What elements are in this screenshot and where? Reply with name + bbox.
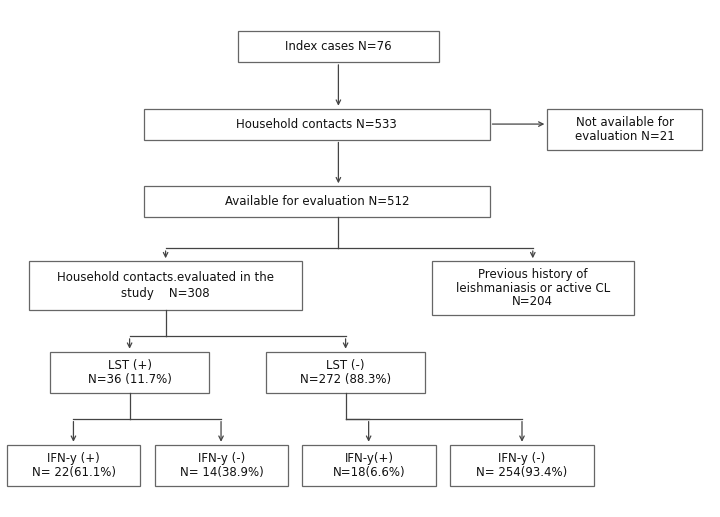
Text: IFN-y (+): IFN-y (+): [48, 452, 100, 465]
Text: Index cases N=76: Index cases N=76: [285, 40, 392, 53]
Text: Not available for: Not available for: [575, 116, 674, 129]
Text: Previous history of: Previous history of: [478, 268, 588, 281]
Text: N= 14(38.9%): N= 14(38.9%): [179, 466, 264, 479]
Text: N=36 (11.7%): N=36 (11.7%): [88, 373, 171, 386]
Text: N=18(6.6%): N=18(6.6%): [333, 466, 405, 479]
Text: LST (+): LST (+): [107, 359, 152, 372]
FancyBboxPatch shape: [302, 445, 436, 486]
FancyBboxPatch shape: [432, 261, 634, 315]
Text: Household contacts N=533: Household contacts N=533: [236, 117, 397, 131]
Text: LST (-): LST (-): [326, 359, 365, 372]
Text: leishmaniasis or active CL: leishmaniasis or active CL: [456, 282, 610, 295]
FancyBboxPatch shape: [547, 109, 702, 150]
Text: Household contacts.evaluated in the: Household contacts.evaluated in the: [57, 271, 274, 284]
FancyBboxPatch shape: [155, 445, 288, 486]
FancyBboxPatch shape: [7, 445, 140, 486]
Text: evaluation N=21: evaluation N=21: [575, 130, 675, 143]
Text: IFN-y (-): IFN-y (-): [198, 452, 245, 465]
Text: N=272 (88.3%): N=272 (88.3%): [300, 373, 391, 386]
Text: study    N=308: study N=308: [121, 287, 210, 300]
Text: IFN-y(+): IFN-y(+): [344, 452, 394, 465]
FancyBboxPatch shape: [144, 186, 490, 217]
Text: N=204: N=204: [513, 295, 553, 308]
FancyBboxPatch shape: [29, 261, 302, 310]
Text: Available for evaluation N=512: Available for evaluation N=512: [225, 195, 409, 208]
Text: IFN-y (-): IFN-y (-): [498, 452, 546, 465]
FancyBboxPatch shape: [450, 445, 594, 486]
FancyBboxPatch shape: [266, 352, 425, 393]
FancyBboxPatch shape: [238, 31, 439, 62]
FancyBboxPatch shape: [50, 352, 209, 393]
Text: N= 254(93.4%): N= 254(93.4%): [477, 466, 567, 479]
FancyBboxPatch shape: [144, 109, 490, 140]
Text: N= 22(61.1%): N= 22(61.1%): [32, 466, 116, 479]
